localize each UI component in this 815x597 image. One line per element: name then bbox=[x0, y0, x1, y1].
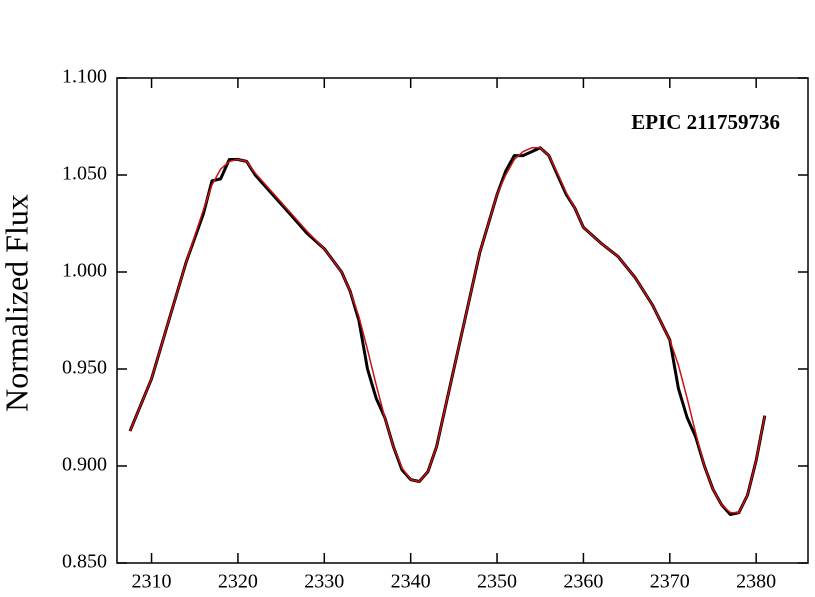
x-tick-label: 2360 bbox=[563, 571, 603, 593]
x-tick-label: 2350 bbox=[477, 571, 517, 593]
y-tick-label: 1.100 bbox=[62, 66, 107, 88]
y-tick-label: 1.000 bbox=[62, 260, 107, 282]
x-tick-label: 2310 bbox=[132, 571, 172, 593]
y-tick-label: 0.950 bbox=[62, 357, 107, 379]
y-tick-label: 0.850 bbox=[62, 551, 107, 573]
x-tick-label: 2380 bbox=[736, 571, 776, 593]
y-tick-label: 1.050 bbox=[62, 163, 107, 185]
x-tick-label: 2370 bbox=[650, 571, 690, 593]
y-axis-label: Normalized Flux bbox=[0, 194, 34, 412]
x-tick-label: 2320 bbox=[218, 571, 258, 593]
x-tick-label: 2330 bbox=[304, 571, 344, 593]
x-tick-label: 2340 bbox=[391, 571, 431, 593]
data-line bbox=[129, 147, 766, 514]
y-tick-label: 0.900 bbox=[62, 454, 107, 476]
plot-frame bbox=[116, 77, 809, 564]
annotation: EPIC 211759736 bbox=[631, 110, 780, 134]
data-line bbox=[128, 146, 767, 516]
